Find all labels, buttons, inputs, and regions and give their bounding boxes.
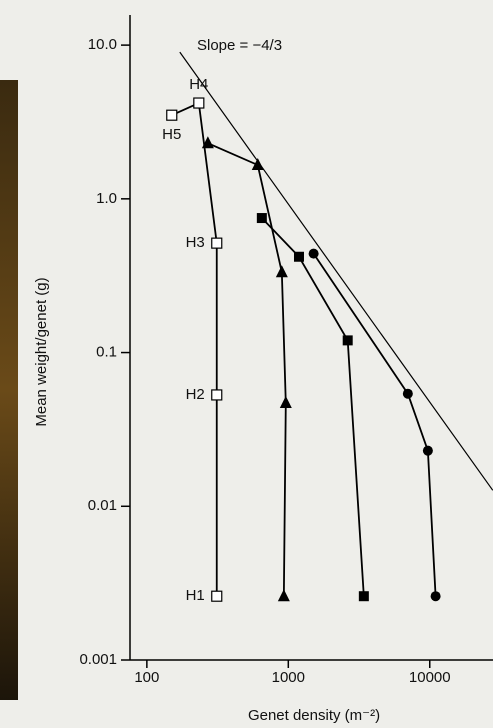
point: [211, 389, 223, 401]
series-line: [261, 217, 365, 597]
series-line: [179, 51, 493, 491]
y-tick-label: 0.1: [96, 344, 117, 361]
slope-annotation: Slope = −4/3: [197, 37, 282, 54]
series-line: [171, 101, 218, 597]
y-axis-label: Mean weight/genet (g): [33, 277, 50, 426]
point: [211, 237, 223, 249]
point: [211, 590, 223, 602]
x-axis-label: Genet density (m⁻²): [248, 707, 380, 724]
y-tick-label: 1.0: [96, 190, 117, 207]
point: [201, 136, 214, 149]
y-tick-label: 10.0: [88, 36, 117, 53]
point: [193, 97, 205, 109]
background-photo: [0, 80, 18, 700]
point: [422, 445, 433, 456]
point-label: H2: [186, 386, 205, 403]
point: [275, 265, 288, 278]
point: [277, 589, 290, 602]
y-tick-label: 0.01: [88, 497, 117, 514]
point-label: H4: [189, 76, 208, 93]
point-label: H5: [162, 126, 181, 143]
point-label: H1: [186, 587, 205, 604]
point: [279, 395, 292, 408]
x-tick-label: 100: [134, 669, 159, 686]
point: [293, 251, 304, 262]
point-label: H3: [186, 234, 205, 251]
series-line: [312, 253, 437, 597]
point: [402, 388, 413, 399]
point: [342, 335, 353, 346]
x-tick-label: 1000: [272, 669, 305, 686]
series-line: [207, 142, 287, 597]
y-tick-label: 0.001: [79, 651, 117, 668]
point: [430, 591, 441, 602]
point: [256, 213, 267, 224]
x-tick-label: 10000: [409, 669, 451, 686]
point: [166, 109, 178, 121]
point: [308, 248, 319, 259]
point: [251, 158, 264, 171]
point: [358, 591, 369, 602]
